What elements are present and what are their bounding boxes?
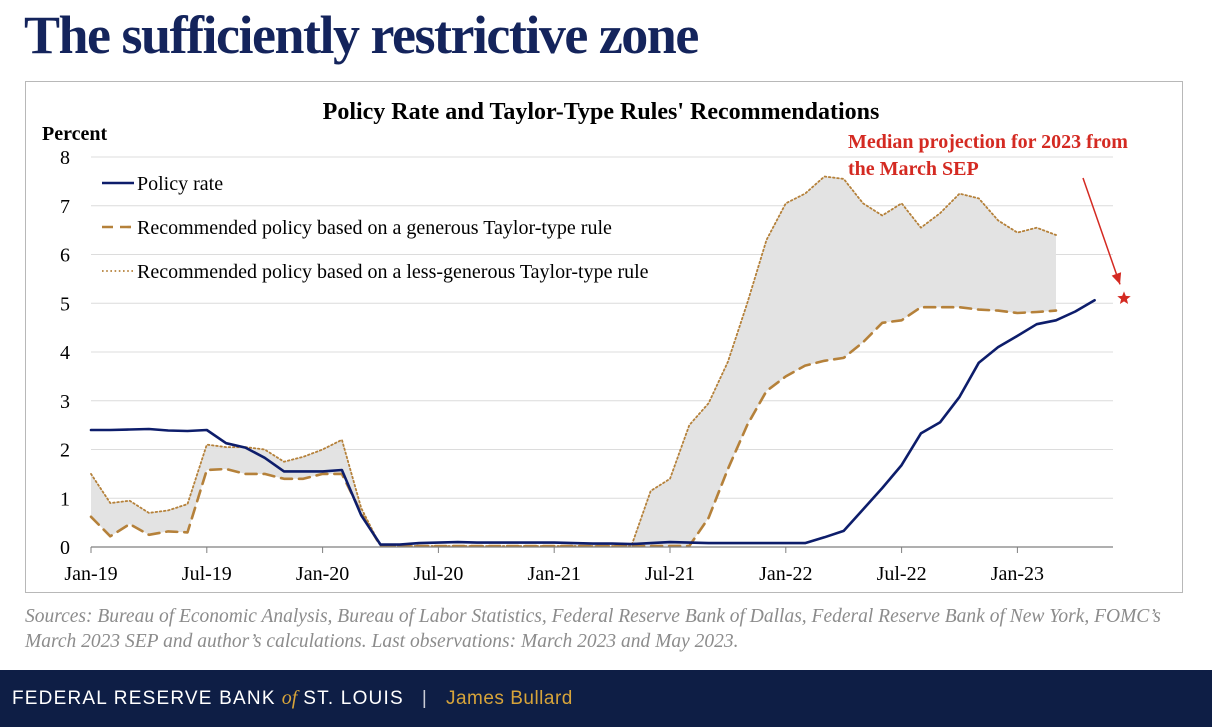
footer-org-of: of	[281, 687, 298, 709]
footer-bar: FEDERAL RESERVE BANK of ST. LOUIS | Jame…	[0, 670, 1212, 727]
series-line-dashed	[89, 305, 1058, 548]
footer-separator: |	[421, 687, 428, 709]
y-tick-label: 5	[60, 293, 70, 315]
x-tick-label: Jul-21	[645, 563, 695, 585]
x-tick-label: Jul-22	[877, 563, 927, 585]
series-line-solid	[89, 299, 1096, 546]
taylor-band-area	[91, 176, 1056, 546]
legend-label: Recommended policy based on a less-gener…	[137, 261, 649, 283]
y-tick-label: 1	[60, 488, 70, 510]
x-tick-label: Jul-19	[182, 563, 232, 585]
annotation: Median projection for 2023 from the March…	[848, 131, 1131, 304]
annotation-text-line1: Median projection for 2023 from	[848, 131, 1128, 153]
x-tick-label: Jul-20	[413, 563, 463, 585]
footer-author: James Bullard	[445, 687, 573, 709]
x-tick-label: Jan-20	[296, 563, 349, 585]
sources-note: Sources: Bureau of Economic Analysis, Bu…	[25, 606, 1161, 652]
y-tick-label: 7	[60, 196, 70, 218]
chart-frame: 0 1 2 3 4 5 6 7 8 Jan-19 Jul-19 Jan-20 Jul-20 Jan-21 J…	[25, 81, 1183, 593]
chart-title: Policy Rate and Taylor-Type Rules' Recom…	[323, 99, 880, 125]
y-tick-label: 4	[60, 342, 70, 364]
annotation-text-line2: the March SEP	[848, 158, 979, 180]
y-tick-label: 6	[60, 245, 70, 267]
legend-label: Policy rate	[137, 173, 223, 195]
y-tick-label: 3	[60, 391, 70, 413]
x-tick-label: Jan-21	[528, 563, 581, 585]
footer-org-prefix: FEDERAL RESERVE BANK	[12, 687, 276, 709]
y-axis-label: Percent	[42, 123, 107, 145]
annotation-arrow-line	[1082, 177, 1121, 285]
y-tick-label: 0	[60, 537, 70, 559]
x-tick-label: Jan-22	[759, 563, 812, 585]
annotation-arrow-head	[1111, 272, 1122, 285]
legend-label: Recommended policy based on a generous T…	[137, 217, 612, 239]
star-icon	[1117, 291, 1131, 304]
footer-org-suffix: ST. LOUIS	[303, 687, 404, 709]
slide-title: The sufficiently restrictive zone	[24, 5, 699, 65]
y-tick-label: 2	[60, 440, 70, 462]
legend: Policy rate Recommended policy based on a…	[102, 173, 649, 283]
axis-layer: 0 1 2 3 4 5 6 7 8 Jan-19 Jul-19 Jan-20 Jul-20 Jan-21 J…	[60, 147, 1113, 585]
x-tick-label: Jan-19	[64, 563, 117, 585]
y-tick-label: 8	[60, 147, 70, 169]
series-line-dotted	[90, 175, 1057, 547]
x-tick-label: Jan-23	[991, 563, 1044, 585]
chart-svg: 0 1 2 3 4 5 6 7 8 Jan-19 Jul-19 Jan-20 Jul-20 Jan-21 J…	[42, 99, 1131, 585]
series-layer	[89, 175, 1096, 548]
